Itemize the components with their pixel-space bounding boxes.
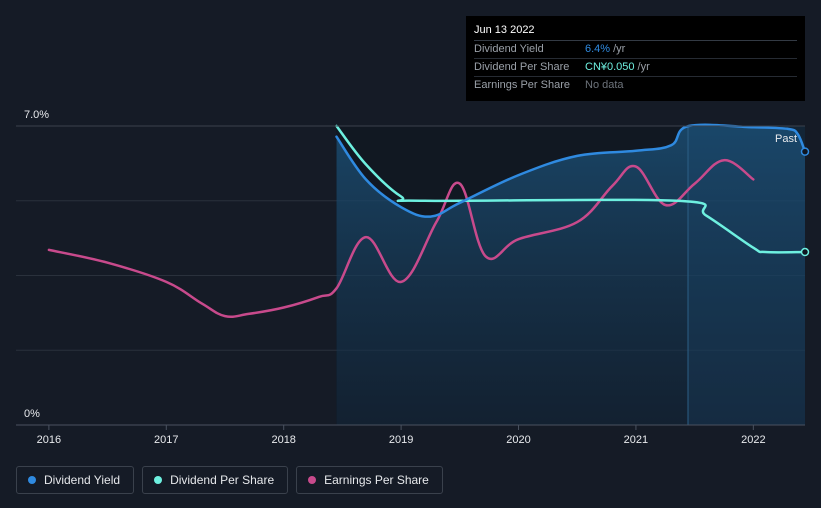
past-region: [688, 126, 805, 425]
tooltip-unit: /yr: [613, 43, 626, 55]
x-tick-label: 2021: [624, 434, 648, 446]
tooltip-value: No data: [585, 79, 624, 91]
x-tick-label: 2018: [271, 434, 295, 446]
legend-earnings-per-share[interactable]: Earnings Per Share: [296, 466, 443, 494]
legend-dot-icon: [28, 476, 36, 484]
dividend-yield-end-marker: [800, 147, 810, 156]
earnings-per-share-line: [47, 158, 755, 319]
tooltip-unit: /yr: [637, 61, 650, 73]
y-tick-label-max: 7.0%: [24, 109, 49, 121]
tooltip-value: CN¥0.050: [585, 61, 635, 73]
legend-label: Dividend Yield: [44, 473, 121, 487]
dividend-per-share-end-marker: [800, 247, 810, 257]
x-tick-label: 2019: [389, 434, 413, 446]
tooltip-label: Dividend Per Share: [474, 61, 570, 73]
legend-dot-icon: [308, 476, 317, 484]
legend-dot-icon: [154, 476, 163, 484]
y-tick-label-min: 0%: [24, 408, 40, 420]
hover-tooltip: Jun 13 2022 Dividend Yield 6.4% /yr Divi…: [466, 16, 805, 101]
tooltip-row-dividend-yield: Dividend Yield 6.4% /yr: [474, 41, 797, 59]
legend-label: Dividend Per Share: [170, 473, 275, 487]
x-tick-label: 2016: [37, 434, 61, 446]
tooltip-row-dividend-per-share: Dividend Per Share CN¥0.050 /yr: [474, 59, 797, 77]
legend-dividend-per-share[interactable]: Dividend Per Share: [142, 466, 289, 494]
dividend-yield-line: [335, 123, 807, 218]
tooltip-label: Earnings Per Share: [474, 79, 570, 91]
x-tick-label: 2020: [506, 434, 530, 446]
past-label: Past: [775, 133, 797, 145]
x-tick-label: 2017: [154, 434, 178, 446]
legend-label: Earnings Per Share: [324, 473, 429, 487]
tooltip-label: Dividend Yield: [474, 43, 544, 55]
chart-legend: Dividend Yield Dividend Per Share Earnin…: [16, 466, 443, 494]
tooltip-value: 6.4%: [585, 43, 611, 55]
tooltip-row-earnings-per-share: Earnings Per Share No data: [474, 77, 797, 94]
tooltip-date: Jun 13 2022: [474, 16, 797, 41]
dividend-per-share-line: [335, 124, 807, 254]
legend-dividend-yield[interactable]: Dividend Yield: [16, 466, 135, 494]
x-tick-label: 2022: [741, 434, 765, 446]
